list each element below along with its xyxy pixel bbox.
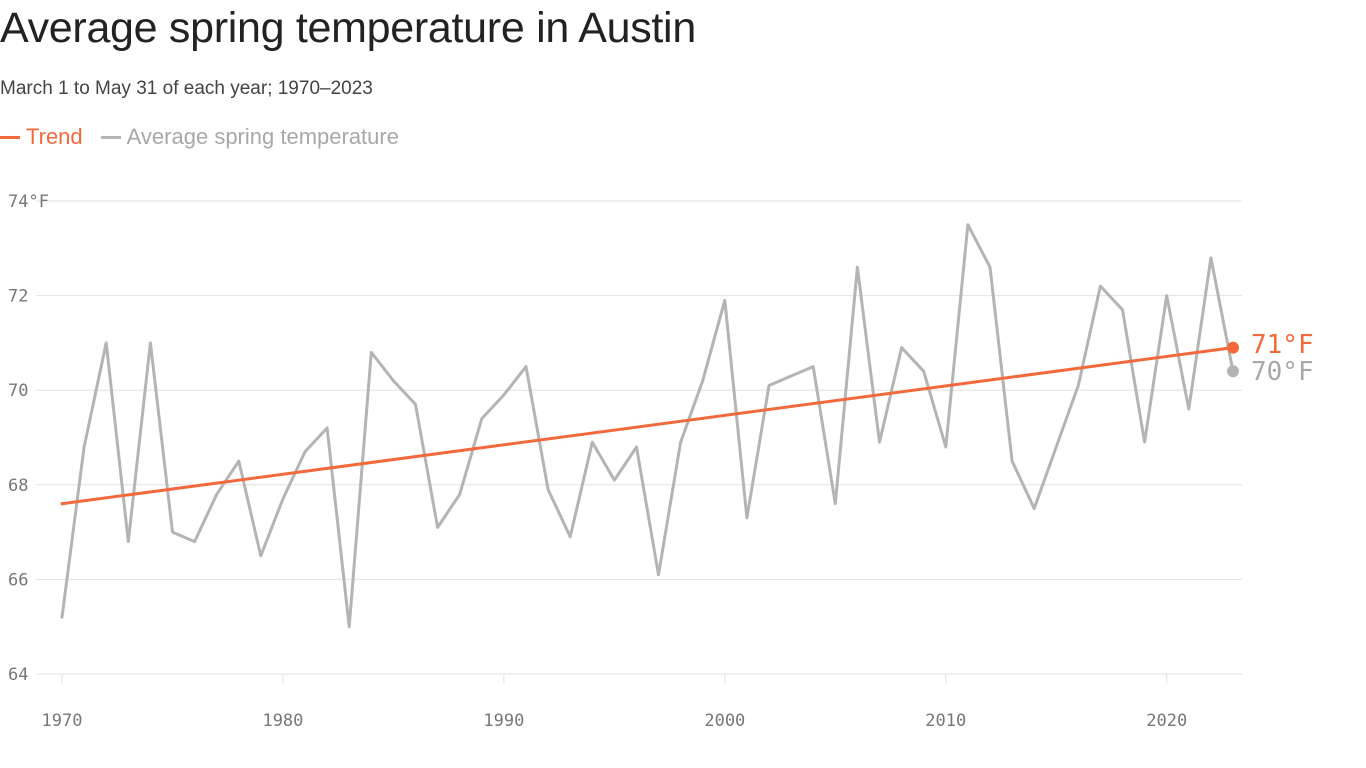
grid-layer: 64 66 68 70 72 74°F — [8, 192, 1242, 685]
y-tick-label-64: 64 — [8, 665, 28, 685]
legend-label-trend: Trend — [26, 124, 83, 149]
annotation-layer: 71°F70°F — [1227, 330, 1314, 387]
legend: Trend Average spring temperature — [0, 124, 417, 150]
legend-label-series: Average spring temperature — [126, 124, 399, 149]
legend-swatch-trend — [0, 135, 20, 139]
x-tick-label-2010: 2010 — [925, 711, 966, 731]
x-tick-label-1980: 1980 — [262, 711, 303, 731]
chart-title: Average spring temperature in Austin — [0, 4, 696, 52]
end-dot-trend — [1227, 341, 1239, 354]
end-label-average-temperature: 70°F — [1251, 357, 1314, 387]
x-tick-label-2020: 2020 — [1146, 711, 1187, 731]
chart-subtitle: March 1 to May 31 of each year; 1970–202… — [0, 78, 373, 99]
legend-item-trend: Trend — [0, 124, 83, 150]
x-tick-label-1990: 1990 — [483, 711, 524, 731]
end-dot-average-temperature — [1227, 365, 1239, 378]
legend-swatch-series — [100, 135, 121, 139]
y-tick-label-70: 70 — [8, 381, 28, 401]
end-label-trend: 71°F — [1251, 330, 1314, 360]
x-tick-label-2000: 2000 — [704, 711, 745, 731]
x-axis-ticks: 1970 1980 1990 2000 2010 2020 — [42, 674, 1187, 731]
series-layer — [60, 223, 1235, 629]
series-line-average-temperature — [60, 223, 1235, 629]
y-tick-label-68: 68 — [8, 476, 28, 496]
y-tick-label-74: 74°F — [8, 192, 49, 212]
legend-item-series: Average spring temperature — [100, 124, 399, 150]
x-tick-label-1970: 1970 — [42, 711, 83, 731]
y-tick-label-66: 66 — [8, 570, 28, 590]
y-tick-label-72: 72 — [8, 287, 28, 307]
series-line-trend — [60, 346, 1235, 506]
